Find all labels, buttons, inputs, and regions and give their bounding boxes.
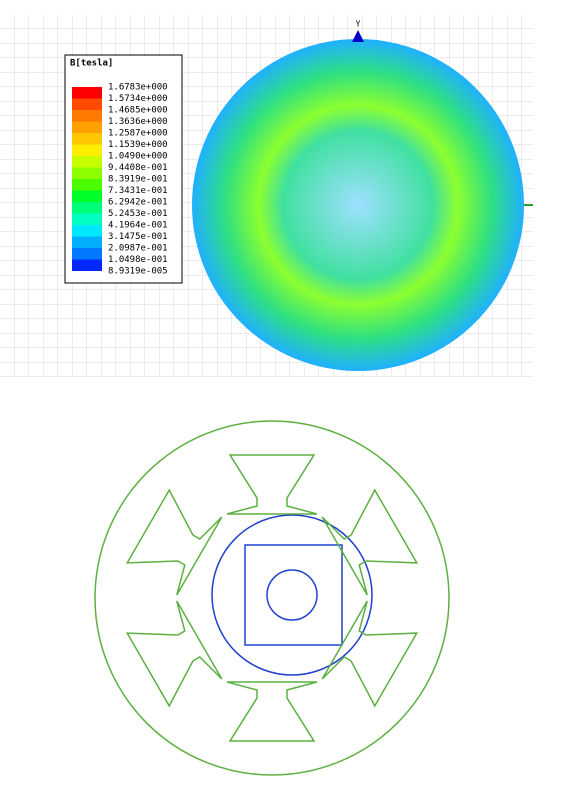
geometry-drawing bbox=[94, 420, 450, 776]
legend-swatch bbox=[72, 121, 102, 133]
legend-label: 1.4685e+000 bbox=[108, 106, 168, 116]
legend-label: 6.2942e-001 bbox=[108, 198, 168, 208]
stator-pole bbox=[226, 681, 318, 742]
field-plot bbox=[192, 39, 524, 371]
legend-title: B[tesla] bbox=[70, 59, 113, 69]
legend-label: 1.5734e+000 bbox=[108, 94, 168, 104]
legend-swatch bbox=[72, 167, 102, 179]
legend-swatch bbox=[72, 110, 102, 122]
legend-label: 5.2453e-001 bbox=[108, 209, 168, 219]
legend-swatch bbox=[72, 225, 102, 237]
legend-label: 1.2587e+000 bbox=[108, 129, 168, 139]
legend-swatch bbox=[72, 133, 102, 145]
y-arrow bbox=[352, 30, 364, 42]
legend-swatch bbox=[72, 179, 102, 191]
legend-label: 1.0490e+000 bbox=[108, 152, 168, 162]
legend-swatch bbox=[72, 236, 102, 248]
axis-label: Y bbox=[356, 20, 361, 29]
stator-pole bbox=[125, 488, 223, 596]
legend-label: 1.3636e+000 bbox=[108, 117, 168, 127]
stator-pole bbox=[125, 600, 223, 708]
legend-swatch bbox=[72, 156, 102, 168]
legend-label: 2.0987e-001 bbox=[108, 244, 168, 254]
legend-swatch bbox=[72, 87, 102, 99]
stator-pole bbox=[321, 488, 419, 596]
legend-swatch bbox=[72, 190, 102, 202]
legend-swatch bbox=[72, 98, 102, 110]
legend-label: 8.3919e-001 bbox=[108, 175, 168, 185]
stator-pole bbox=[226, 454, 318, 515]
legend-swatch bbox=[72, 213, 102, 225]
legend-label: 3.1475e-001 bbox=[108, 232, 168, 242]
legend-swatch bbox=[72, 259, 102, 271]
stator-pole bbox=[321, 600, 419, 708]
legend-label: 1.0498e-001 bbox=[108, 255, 168, 265]
legend-label: 4.1964e-001 bbox=[108, 221, 168, 231]
legend-swatch bbox=[72, 144, 102, 156]
legend-label: 1.1539e+000 bbox=[108, 140, 168, 150]
legend-swatch bbox=[72, 248, 102, 260]
legend-label: 8.9319e-005 bbox=[108, 267, 168, 277]
legend-swatch bbox=[72, 202, 102, 214]
legend-label: 7.3431e-001 bbox=[108, 186, 168, 196]
legend-label: 9.4408e-001 bbox=[108, 163, 168, 173]
legend-label: 1.6783e+000 bbox=[108, 83, 168, 93]
